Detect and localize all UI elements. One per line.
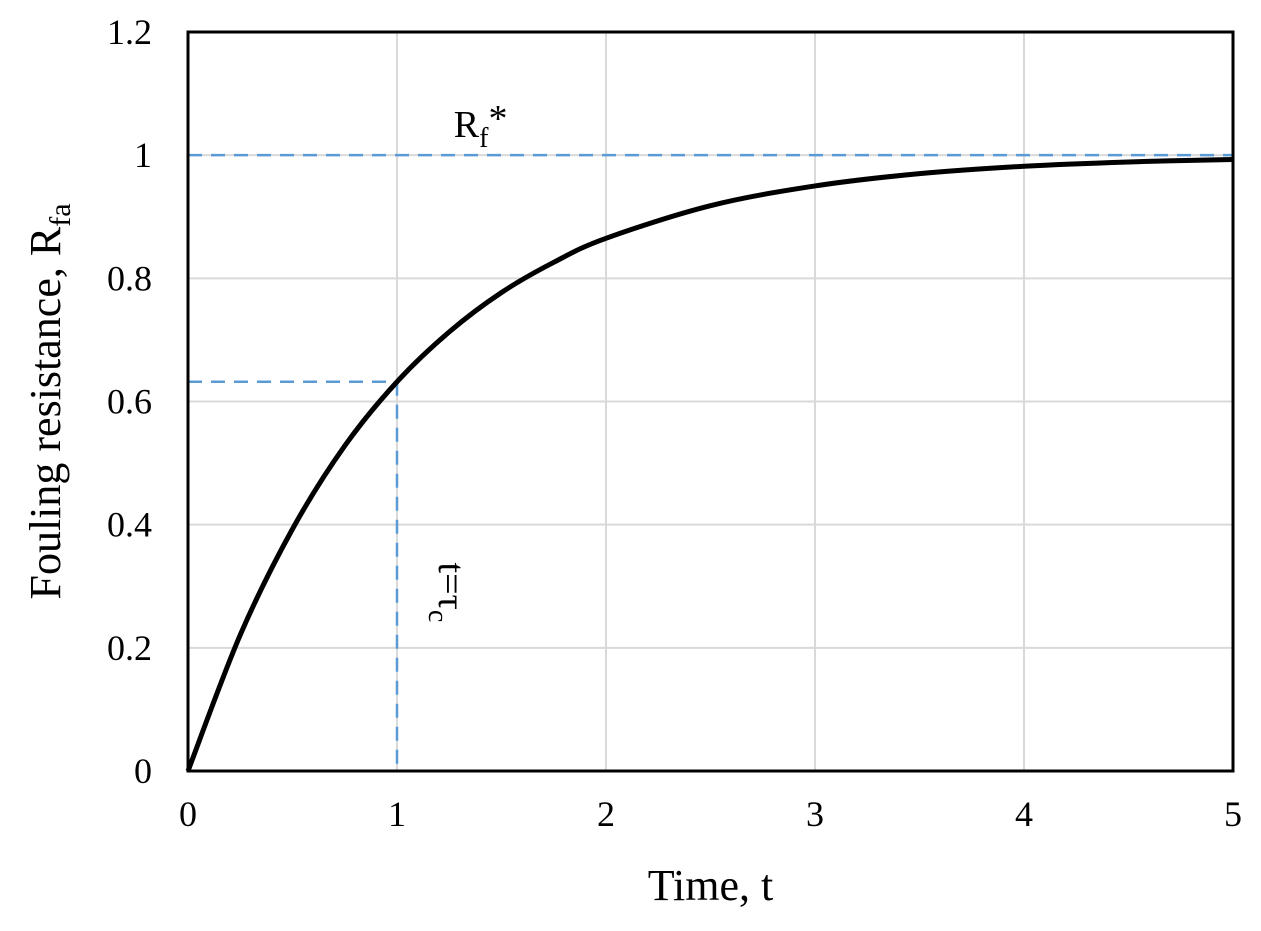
y-tick-labels: 0 0.2 0.4 0.6 0.8 1 1.2 bbox=[107, 12, 152, 791]
x-tick-label: 0 bbox=[179, 794, 197, 834]
y-axis-title-subscript: fa bbox=[44, 203, 77, 226]
asymptote-annotation-subscript: f bbox=[479, 123, 489, 154]
y-tick-label: 1.2 bbox=[107, 12, 152, 52]
grid-lines bbox=[187, 31, 1234, 772]
x-tick-labels: 0 1 2 3 4 5 bbox=[179, 794, 1242, 834]
y-axis-title-main: Fouling resistance, R bbox=[21, 226, 70, 599]
time-constant-annotation-subscript: c bbox=[422, 610, 453, 622]
y-tick-label: 0.8 bbox=[107, 258, 152, 298]
y-tick-label: 0 bbox=[134, 751, 152, 791]
y-tick-label: 0.6 bbox=[107, 382, 152, 422]
y-tick-label: 0.4 bbox=[107, 505, 152, 545]
x-tick-label: 2 bbox=[597, 794, 615, 834]
time-constant-annotation-main: t=τ bbox=[430, 563, 472, 610]
y-tick-label: 1 bbox=[134, 135, 152, 175]
plot-frame bbox=[186, 30, 1235, 773]
asymptote-annotation-main: R bbox=[454, 104, 480, 146]
x-axis-title: Time, t bbox=[648, 861, 774, 910]
y-axis-title: Fouling resistance, Rfa bbox=[21, 203, 77, 599]
asymptote-annotation: Rf* bbox=[454, 98, 508, 154]
series-line-fouling-resistance bbox=[185, 156, 1234, 772]
x-tick-label: 4 bbox=[1015, 794, 1033, 834]
time-constant-annotation: t=τc bbox=[422, 563, 472, 623]
x-tick-label: 5 bbox=[1224, 794, 1242, 834]
x-tick-label: 1 bbox=[388, 794, 406, 834]
x-tick-label: 3 bbox=[806, 794, 824, 834]
asymptote-annotation-star: * bbox=[488, 98, 507, 140]
reference-lines bbox=[188, 153, 1233, 771]
y-tick-label: 0.2 bbox=[107, 628, 152, 668]
series-group bbox=[185, 156, 1234, 772]
